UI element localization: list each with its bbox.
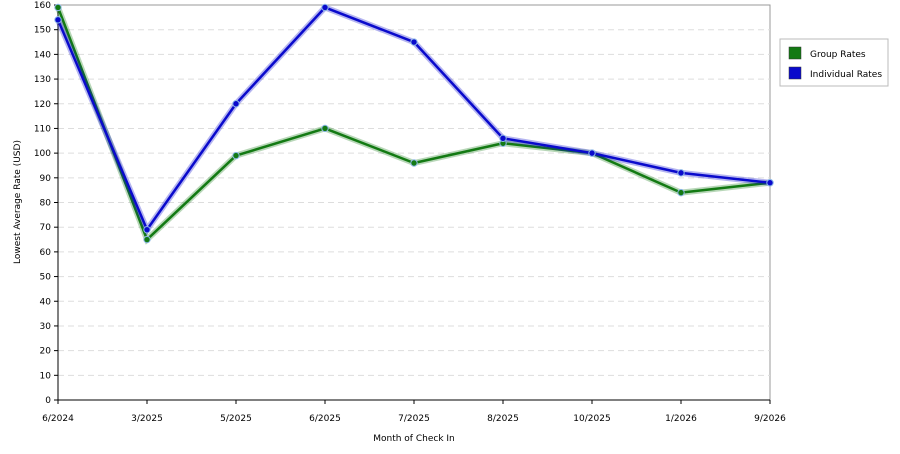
y-tick-label: 140 xyxy=(34,50,51,60)
y-tick-label: 90 xyxy=(40,174,52,184)
y-axis-label: Lowest Average Rate (USD) xyxy=(13,140,23,264)
x-axis-label: Month of Check In xyxy=(373,434,455,444)
data-point xyxy=(321,124,329,133)
data-point xyxy=(588,149,596,157)
data-point xyxy=(232,100,240,108)
x-tick-label: 7/2025 xyxy=(398,414,430,424)
legend-label: Group Rates xyxy=(810,50,866,60)
data-point xyxy=(499,134,507,143)
data-point xyxy=(232,151,240,160)
y-tick-label: 150 xyxy=(34,26,51,36)
data-point xyxy=(677,188,685,197)
y-tick-label: 80 xyxy=(40,199,52,209)
y-tick-label: 110 xyxy=(34,124,51,134)
data-point xyxy=(54,16,62,24)
x-tick-label: 5/2025 xyxy=(220,414,252,424)
x-tick-label: 8/2025 xyxy=(487,414,519,424)
data-point xyxy=(143,225,151,234)
x-tick-label: 1/2026 xyxy=(665,414,697,424)
y-tick-label: 100 xyxy=(34,149,51,159)
y-tick-label: 60 xyxy=(40,248,52,258)
data-point xyxy=(677,169,685,177)
y-tick-label: 50 xyxy=(40,273,52,283)
y-tick-label: 20 xyxy=(40,347,52,357)
x-tick-label: 9/2026 xyxy=(754,414,786,424)
y-tick-label: 0 xyxy=(45,396,51,406)
y-tick-label: 120 xyxy=(34,100,51,110)
x-tick-label: 10/2025 xyxy=(573,414,610,424)
data-point xyxy=(766,179,774,187)
data-point xyxy=(410,159,418,167)
y-tick-label: 40 xyxy=(40,297,52,307)
x-tick-label: 6/2025 xyxy=(309,414,341,424)
legend-label: Individual Rates xyxy=(810,70,882,80)
x-tick-label: 6/2024 xyxy=(42,414,74,424)
x-tick-label: 3/2025 xyxy=(131,414,163,424)
legend-swatch xyxy=(788,66,802,80)
y-tick-label: 160 xyxy=(34,1,51,11)
data-point xyxy=(410,38,418,46)
data-point xyxy=(54,3,62,12)
y-tick-label: 130 xyxy=(34,75,51,85)
legend-swatch xyxy=(788,46,802,60)
y-tick-label: 10 xyxy=(40,371,52,381)
y-tick-label: 30 xyxy=(40,322,52,332)
y-tick-label: 70 xyxy=(40,223,52,233)
data-point xyxy=(321,3,329,12)
data-point xyxy=(143,235,151,244)
